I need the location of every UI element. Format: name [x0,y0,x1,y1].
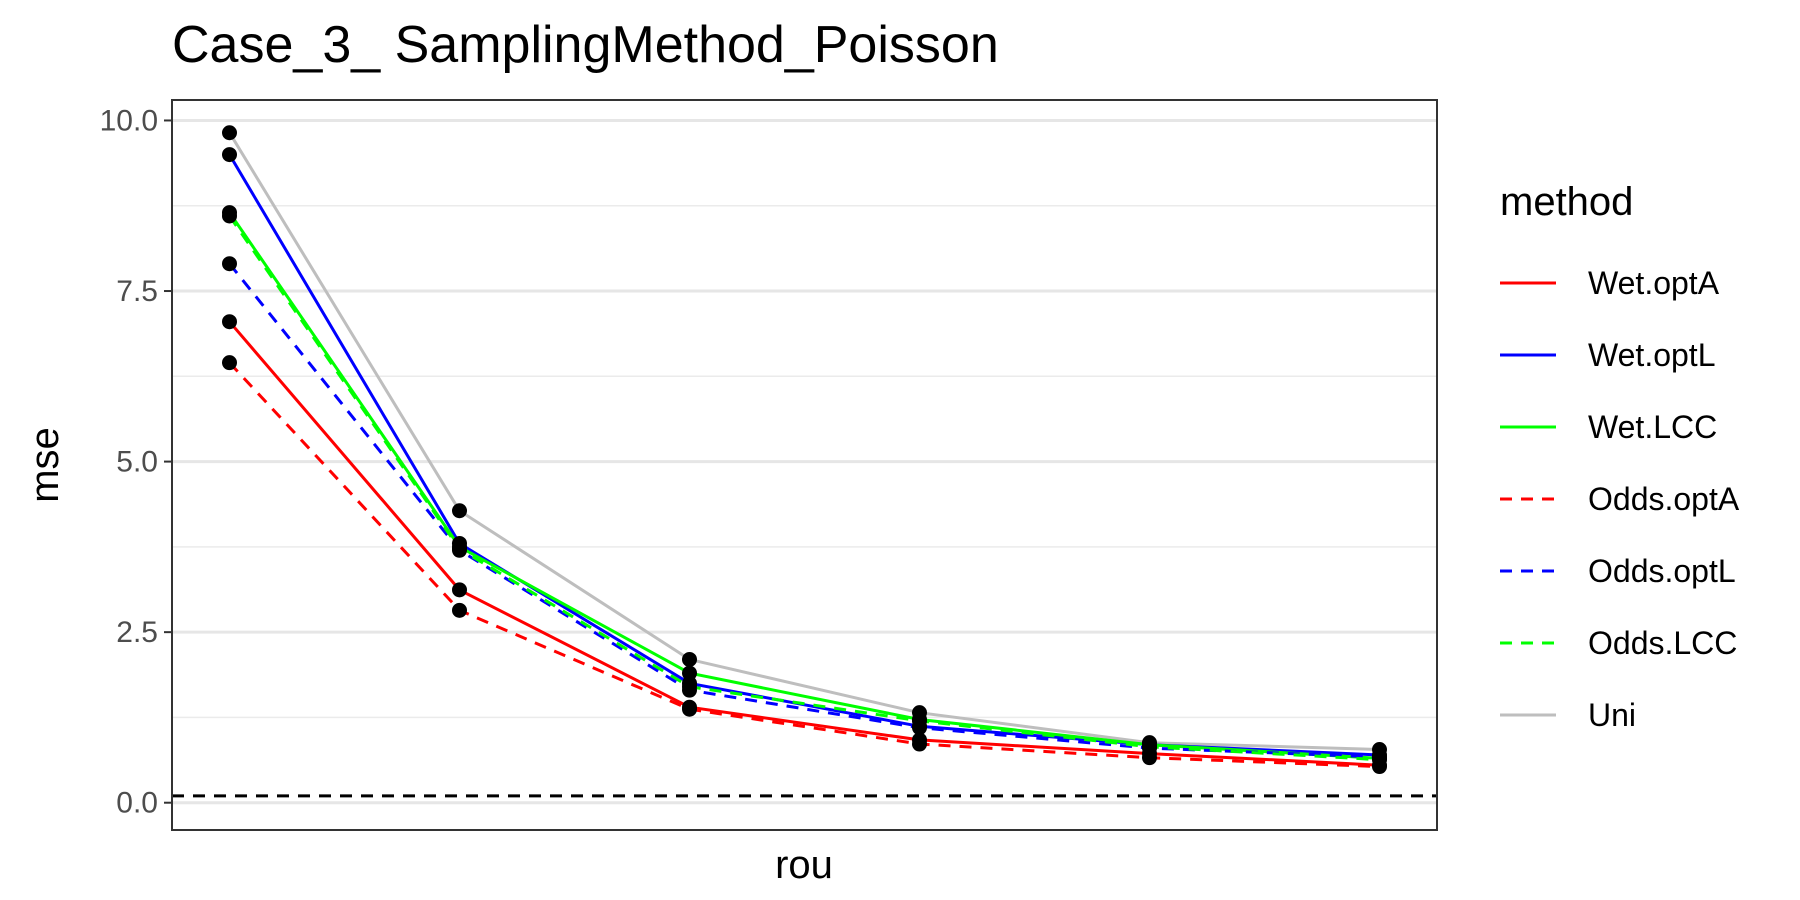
legend-label-wet-opta: Wet.optA [1588,265,1720,301]
data-point-uni [682,651,697,667]
plot-panel-border [171,99,1438,831]
y-tick-label: 5.0 [116,446,158,479]
data-point-wet-optl [222,147,237,163]
chart-title: Case_3_ SamplingMethod_Poisson [172,16,999,74]
series-line-odds-opta [228,361,1380,769]
y-tick-label: 10.0 [100,104,158,137]
grid-lines [172,118,1437,805]
series-lines [228,131,1380,769]
data-point-odds-opta [222,355,237,371]
data-point-uni [912,705,927,721]
y-tick-label: 7.5 [116,275,158,308]
legend: method Wet.optA Wet.optL Wet.LCC Odds.optA O… [1500,180,1740,733]
data-point-uni [1142,735,1157,751]
series-line-odds-lcc [228,215,1380,762]
data-point-odds-optl [222,256,237,272]
legend-label-odds-opta: Odds.optA [1588,481,1740,517]
data-points [222,125,1387,775]
y-axis-ticks: 0.0 2.5 5.0 7.5 10.0 [100,104,172,820]
y-tick-label: 0.0 [116,787,158,820]
legend-label-wet-lcc: Wet.LCC [1588,409,1717,445]
legend-items: Wet.optA Wet.optL Wet.LCC Odds.optA Odds.opt… [1500,265,1740,733]
data-point-wet-lcc [682,665,697,681]
legend-label-uni: Uni [1588,697,1636,733]
data-point-wet-opta [222,314,237,330]
series-line-odds-optl [228,262,1380,759]
data-point-odds-opta [452,602,467,618]
plot-panel [172,100,1437,830]
data-point-wet-opta [452,582,467,598]
data-point-uni [222,125,237,141]
data-point-odds-lcc [222,208,237,224]
y-axis-title: mse [23,427,67,503]
legend-title: method [1500,180,1633,224]
legend-label-wet-optl: Wet.optL [1588,337,1715,373]
data-point-odds-opta [682,701,697,717]
data-point-odds-lcc [682,679,697,695]
data-point-uni [1372,741,1387,757]
series-line-wet-opta [228,320,1380,767]
data-point-uni [452,503,467,519]
data-point-odds-opta [912,736,927,752]
series-line-uni [228,131,1380,751]
legend-label-odds-lcc: Odds.LCC [1588,625,1737,661]
legend-label-odds-optl: Odds.optL [1588,553,1736,589]
series-line-wet-lcc [228,211,1380,760]
x-axis-title: rou [775,843,833,887]
y-tick-label: 2.5 [116,616,158,649]
data-point-odds-lcc [452,541,467,557]
